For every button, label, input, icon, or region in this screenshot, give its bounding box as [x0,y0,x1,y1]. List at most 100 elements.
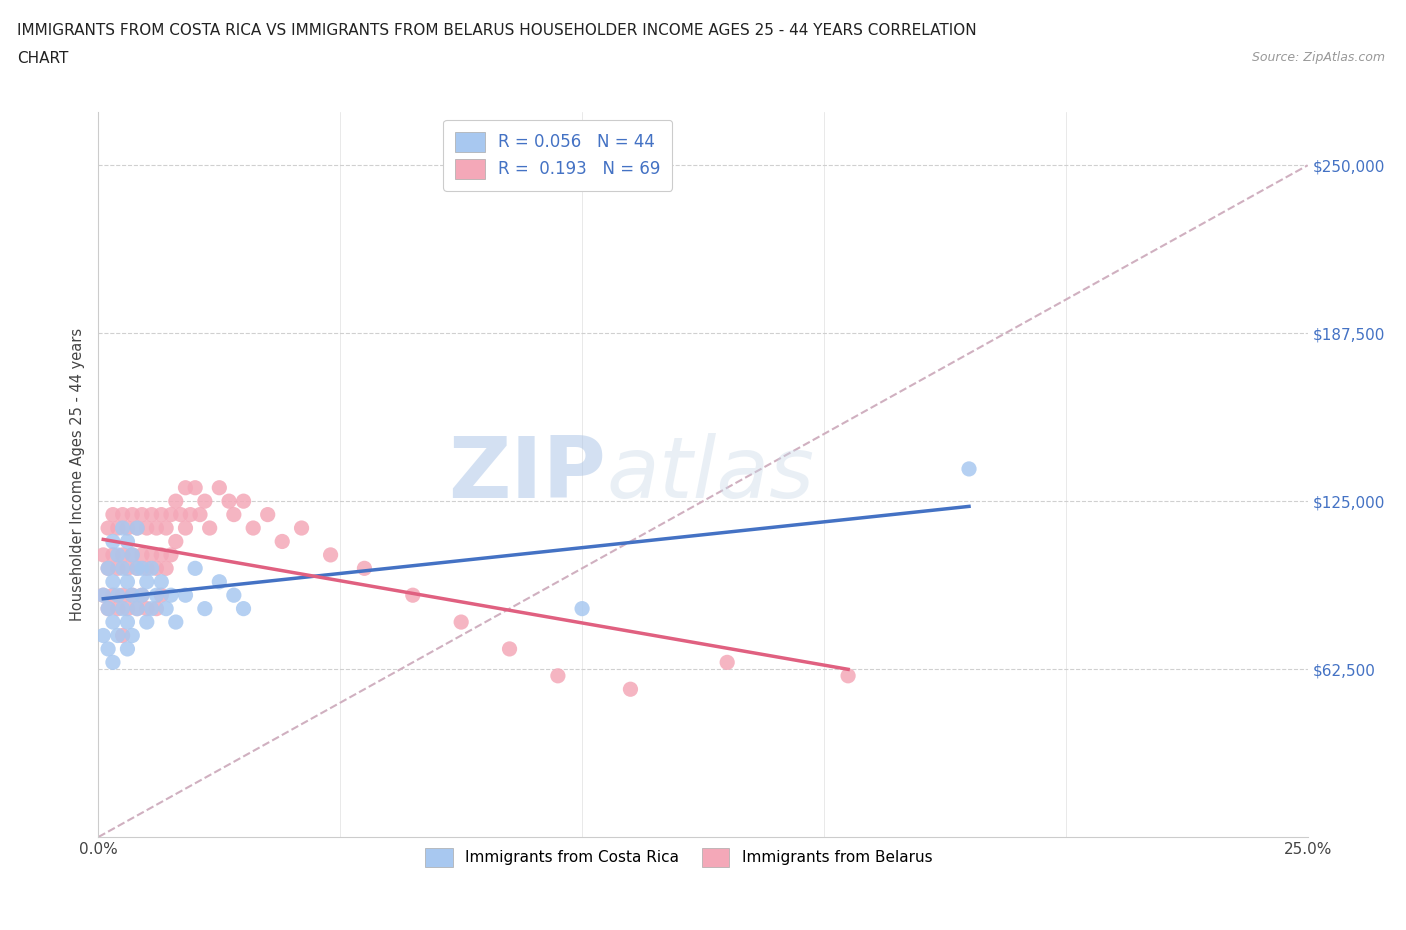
Point [194,494,217,509]
Point [127,601,149,616]
Point [101,534,124,549]
Point [165,534,187,549]
Point [101,548,124,563]
Point [107,628,129,643]
Point [165,615,187,630]
Point [160,548,183,563]
Text: CHART: CHART [17,51,69,66]
Point [91,628,114,643]
Point [117,642,139,657]
Point [131,507,153,522]
Point [174,480,197,495]
Point [498,642,520,657]
Point [131,588,153,603]
Text: Source: ZipAtlas.com: Source: ZipAtlas.com [1251,51,1385,64]
Point [121,588,143,603]
Point [97,642,120,657]
Point [121,548,143,563]
Point [571,601,593,616]
Point [91,588,114,603]
Point [131,548,153,563]
Point [121,588,143,603]
Point [107,601,129,616]
Point [117,615,139,630]
Legend: Immigrants from Costa Rica, Immigrants from Belarus: Immigrants from Costa Rica, Immigrants f… [419,842,938,873]
Point [101,507,124,522]
Point [101,588,124,603]
Point [135,561,157,576]
Point [127,601,149,616]
Point [547,669,569,684]
Point [145,521,167,536]
Point [208,480,231,495]
Point [141,561,163,576]
Point [97,601,120,616]
Point [222,588,245,603]
Point [131,561,153,576]
Y-axis label: Householder Income Ages 25 - 44 years: Householder Income Ages 25 - 44 years [69,327,84,621]
Point [155,561,177,576]
Point [135,521,157,536]
Point [198,521,221,536]
Point [111,561,134,576]
Point [141,601,163,616]
Point [150,507,173,522]
Point [232,494,254,509]
Point [169,507,191,522]
Point [107,561,129,576]
Point [91,548,114,563]
Point [141,548,163,563]
Point [619,682,641,697]
Point [141,507,163,522]
Text: ZIP: ZIP [449,432,606,516]
Text: atlas: atlas [606,432,814,516]
Point [145,588,167,603]
Point [155,601,177,616]
Point [117,601,139,616]
Point [127,521,149,536]
Point [402,588,425,603]
Point [127,561,149,576]
Point [111,588,134,603]
Point [155,521,177,536]
Point [117,534,139,549]
Point [160,507,183,522]
Point [135,575,157,590]
Point [91,588,114,603]
Point [101,615,124,630]
Point [145,561,167,576]
Point [837,669,859,684]
Point [716,655,738,670]
Point [117,561,139,576]
Point [107,521,129,536]
Point [127,561,149,576]
Point [208,575,231,590]
Point [160,588,183,603]
Point [101,575,124,590]
Point [101,655,124,670]
Point [111,628,134,643]
Point [107,588,129,603]
Point [121,548,143,563]
Point [184,480,207,495]
Point [150,575,173,590]
Point [290,521,312,536]
Point [117,575,139,590]
Point [165,494,187,509]
Point [194,601,217,616]
Point [145,601,167,616]
Point [957,461,980,476]
Point [97,521,120,536]
Point [121,628,143,643]
Point [111,548,134,563]
Point [232,601,254,616]
Text: IMMIGRANTS FROM COSTA RICA VS IMMIGRANTS FROM BELARUS HOUSEHOLDER INCOME AGES 25: IMMIGRANTS FROM COSTA RICA VS IMMIGRANTS… [17,23,977,38]
Point [450,615,472,630]
Point [256,507,278,522]
Point [174,588,197,603]
Point [150,588,173,603]
Point [97,561,120,576]
Point [121,507,143,522]
Point [107,548,129,563]
Point [135,601,157,616]
